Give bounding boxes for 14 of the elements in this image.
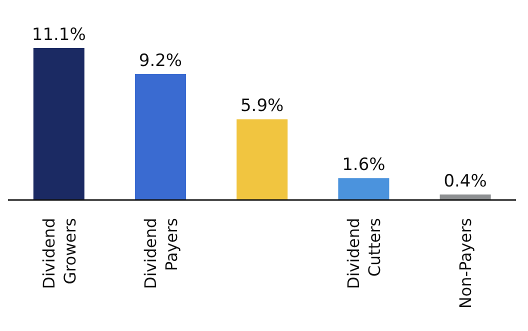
data-label: 1.6% — [342, 155, 386, 176]
bar — [236, 119, 288, 200]
x-tick-label: Dividend Growers — [39, 218, 80, 289]
bar — [440, 194, 491, 200]
bar — [33, 48, 84, 200]
bar — [135, 74, 186, 200]
bar — [338, 178, 390, 200]
data-label: 5.9% — [240, 96, 284, 116]
data-label: 11.1% — [32, 25, 86, 45]
data-label: 0.4% — [444, 172, 487, 192]
x-tick-label: Dividend Cutters — [344, 218, 384, 289]
x-tick-label: Dividend Payers — [140, 218, 181, 289]
data-label: 9.2% — [138, 51, 182, 72]
x-tick-label: Non-Payers — [456, 218, 476, 309]
